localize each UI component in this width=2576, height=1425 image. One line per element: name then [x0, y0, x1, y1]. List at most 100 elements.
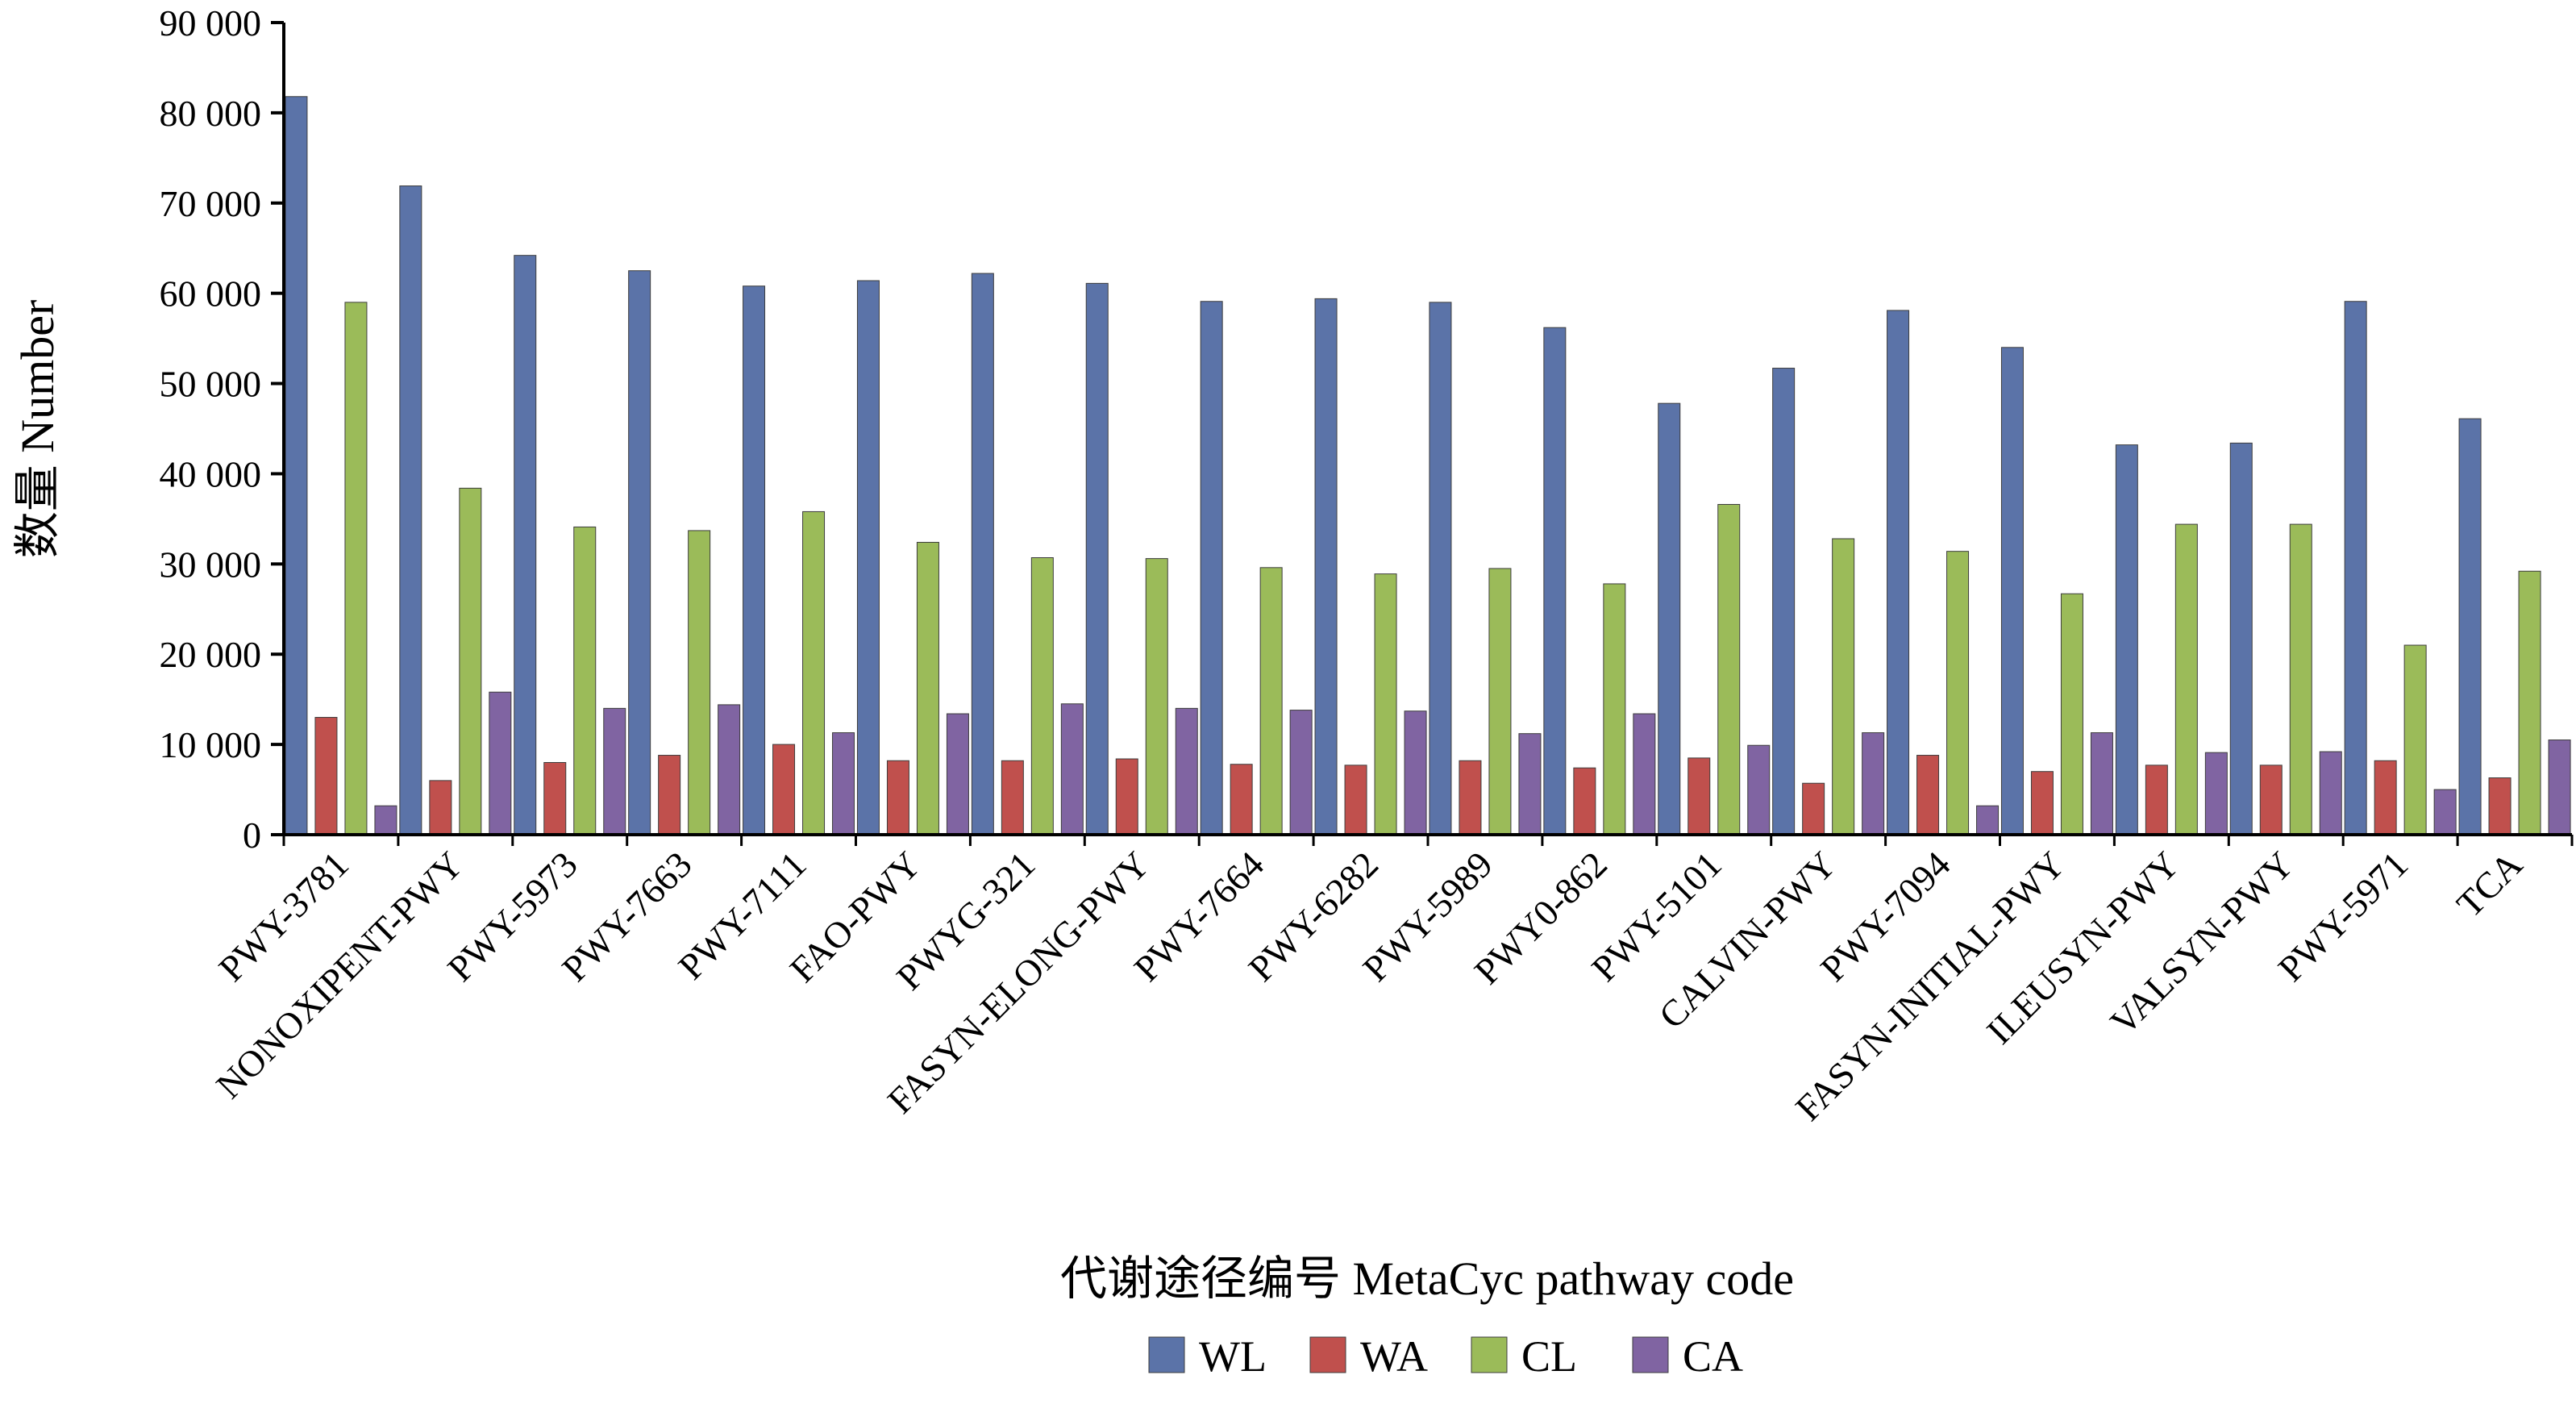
legend-label-ca: CA: [1683, 1332, 1743, 1381]
y-tick-label: 80 000: [160, 93, 262, 134]
y-tick-label: 30 000: [160, 544, 262, 585]
bar-wl-pwy-6282: [1314, 298, 1338, 835]
y-ticks-layer: 0 10 000 20 000 30 000 40 000 50 000 60 000 70 …: [160, 2, 284, 856]
legend-label-wa: WA: [1360, 1332, 1428, 1381]
bar-cl-calvin-pwy: [1832, 538, 1855, 835]
bar-wl-fao-pwy: [856, 280, 880, 835]
bar-ca-pwy-5101: [1747, 744, 1771, 835]
legend-swatch-ca: [1632, 1336, 1669, 1373]
bar-wl-pwy-7094: [1887, 310, 1910, 835]
bar-wa-valsyn-pwy: [2259, 765, 2283, 835]
legend-swatch-wl: [1148, 1336, 1185, 1373]
bar-wa-ileusyn-pwy: [2145, 765, 2168, 835]
bar-ca-pwy-7094: [1976, 805, 2000, 835]
bar-wa-fasyn-initial-pwy: [2030, 771, 2054, 835]
bar-wl-pwyg-321: [971, 273, 994, 835]
bar-cl-pwy-7094: [1946, 551, 1970, 835]
bar-ca-tca: [2548, 740, 2571, 835]
bar-ca-pwy-3781: [374, 805, 397, 835]
y-tick-label: 70 000: [160, 183, 262, 224]
bar-wa-pwy-7664: [1230, 764, 1253, 835]
bar-wl-pwy-5973: [514, 255, 537, 835]
bar-ca-nonoxipent-pwy: [489, 691, 512, 835]
bar-wa-pwy-5971: [2374, 760, 2397, 835]
y-tick-label: 90 000: [160, 2, 262, 44]
bar-wl-pwy-7111: [743, 285, 766, 835]
x-ticks-layer: PWY-3781NONOXIPENT-PWYPWY-5973PWY-7663PW…: [208, 835, 2574, 1128]
bar-ca-fasyn-initial-pwy: [2090, 732, 2113, 835]
bar-wa-pwy-3781: [314, 717, 338, 835]
bar-wl-pwy-7663: [628, 270, 651, 835]
bar-wl-fasyn-initial-pwy: [2000, 347, 2024, 835]
bar-ca-pwy-5973: [603, 707, 626, 835]
bar-cl-ileusyn-pwy: [2174, 523, 2198, 835]
bar-wa-calvin-pwy: [1802, 782, 1825, 835]
y-tick-label: 20 000: [160, 634, 262, 675]
legend: WL WA CL CA: [1148, 1332, 1743, 1381]
bar-wa-fao-pwy: [886, 760, 909, 835]
bar-wa-nonoxipent-pwy: [429, 780, 452, 835]
bar-cl-pwy-3781: [344, 302, 368, 835]
bar-wa-pwy-7111: [772, 744, 796, 835]
bar-cl-pwy0-862: [1603, 583, 1626, 835]
bar-wl-pwy-5101: [1658, 402, 1681, 835]
bar-wa-pwy-7663: [658, 755, 681, 835]
bar-cl-nonoxipent-pwy: [459, 487, 482, 835]
bar-cl-pwyg-321: [1030, 557, 1054, 835]
bar-ca-pwy-7663: [718, 704, 741, 835]
y-tick-label: 40 000: [160, 453, 262, 494]
bar-wl-pwy-5971: [2344, 301, 2367, 835]
y-tick-label: 0: [243, 815, 261, 856]
bar-ca-pwy-5971: [2433, 789, 2457, 835]
bar-ca-pwy0-862: [1633, 713, 1656, 835]
bar-wl-pwy-7664: [1200, 301, 1223, 835]
x-category-label: ILEUSYN-PWY: [1979, 844, 2187, 1052]
bar-cl-tca: [2518, 570, 2541, 835]
bar-wa-pwy-5973: [543, 761, 567, 835]
bar-wa-pwyg-321: [1001, 760, 1024, 835]
bar-wa-pwy-6282: [1344, 765, 1367, 835]
bar-cl-pwy-7664: [1259, 567, 1283, 835]
bar-wa-pwy-5101: [1688, 757, 1711, 835]
x-axis-title: 代谢途径编号 MetaCyc pathway code: [1060, 1252, 1794, 1305]
bar-cl-pwy-7111: [802, 510, 826, 835]
bar-wl-calvin-pwy: [1772, 368, 1796, 835]
bar-ca-fao-pwy: [946, 713, 969, 835]
bars-layer: [285, 96, 2571, 835]
bar-cl-pwy-5971: [2403, 644, 2427, 835]
bar-ca-fasyn-elong-pwy: [1175, 707, 1198, 835]
bar-wa-fasyn-elong-pwy: [1115, 758, 1138, 835]
x-category-label: TCA: [2449, 844, 2530, 925]
bar-ca-pwy-7664: [1289, 710, 1313, 835]
y-tick-label: 50 000: [160, 364, 262, 405]
y-tick-label: 60 000: [160, 273, 262, 315]
bar-ca-pwyg-321: [1060, 703, 1084, 835]
legend-label-cl: CL: [1521, 1332, 1577, 1381]
legend-swatch-cl: [1471, 1336, 1508, 1373]
bar-ca-ileusyn-pwy: [2204, 752, 2228, 835]
bar-wa-pwy-7094: [1916, 755, 1940, 835]
y-axis-title: 数量 Number: [11, 300, 64, 559]
bar-wa-pwy-5989: [1459, 760, 1482, 835]
bar-wl-valsyn-pwy: [2229, 442, 2253, 835]
bar-ca-calvin-pwy: [1862, 732, 1885, 835]
bar-ca-pwy-5989: [1518, 733, 1542, 835]
bar-wa-tca: [2488, 777, 2511, 835]
bar-cl-pwy-5989: [1488, 568, 1512, 835]
legend-swatch-wa: [1309, 1336, 1346, 1373]
bar-cl-valsyn-pwy: [2289, 523, 2312, 835]
bar-ca-pwy-6282: [1404, 710, 1427, 835]
bar-wl-pwy0-862: [1543, 327, 1567, 835]
bar-cl-pwy-6282: [1374, 573, 1397, 835]
y-tick-label: 10 000: [160, 724, 262, 765]
bar-ca-pwy-7111: [832, 732, 855, 835]
bar-wl-fasyn-elong-pwy: [1085, 282, 1109, 835]
bar-cl-fasyn-initial-pwy: [2060, 593, 2083, 835]
bar-wl-tca: [2458, 418, 2482, 835]
bar-wl-pwy-3781: [285, 96, 308, 835]
legend-label-wl: WL: [1199, 1332, 1267, 1381]
bar-wl-pwy-5989: [1429, 302, 1452, 835]
bar-wa-pwy0-862: [1573, 767, 1596, 835]
bar-cl-pwy-5101: [1717, 503, 1741, 835]
